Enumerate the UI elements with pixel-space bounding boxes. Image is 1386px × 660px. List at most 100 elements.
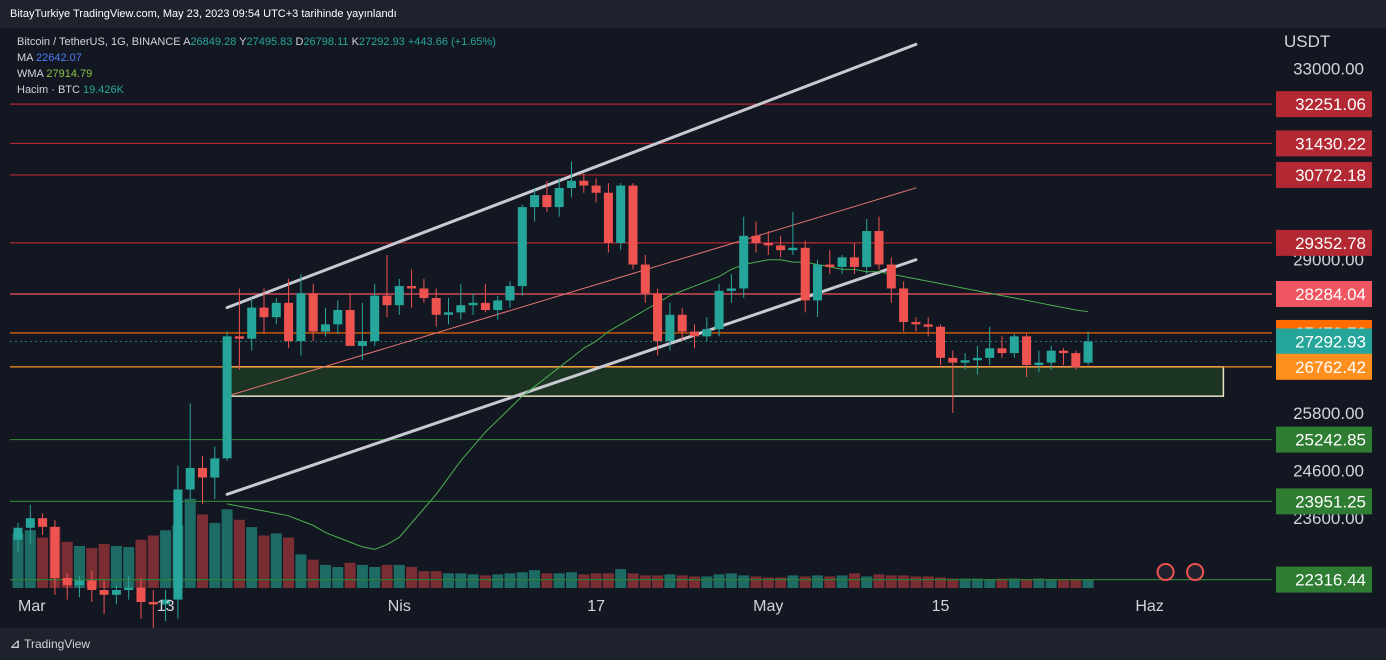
low-value: 26798.11 (303, 36, 349, 48)
chart-area[interactable]: 33000.00 29000.00 25800.00 24600.00 23600.00… (0, 28, 1386, 629)
candle-body (1083, 341, 1093, 363)
legend-wma-row[interactable]: WMA 27914.79 (17, 66, 496, 82)
volume-bar (627, 573, 639, 588)
volume-bar (37, 537, 49, 588)
price-level-label: 25242.85 (1295, 431, 1366, 450)
price-level-label: 32251.06 (1295, 95, 1366, 114)
candle-body (960, 360, 970, 363)
candle-body (87, 580, 97, 590)
volume-bar (455, 573, 467, 588)
ma-label: MA (17, 52, 33, 64)
volume-bar (332, 567, 344, 588)
price-level-label: 28284.04 (1295, 285, 1366, 304)
candle-body (899, 288, 909, 322)
candle-body (468, 302, 478, 306)
candle-body (530, 195, 540, 208)
candle-body (911, 321, 921, 325)
candle-body (763, 242, 773, 246)
volume-bar (110, 546, 122, 588)
candle-body (259, 307, 269, 318)
volume-bar (971, 578, 983, 588)
volume-bar (578, 574, 590, 588)
candle-body (148, 601, 158, 605)
candle-body (321, 324, 330, 332)
volume-bar (258, 535, 270, 588)
volume-bar (221, 509, 233, 588)
candle-body (690, 331, 699, 337)
candle-body (25, 518, 35, 528)
candle-body (1034, 362, 1044, 366)
volume-bar (664, 574, 676, 588)
candle-body (936, 326, 945, 358)
symbol-name[interactable]: Bitcoin / TetherUS, 1G, BINANCE (17, 36, 181, 48)
volume-bar (246, 527, 258, 588)
candle-body (665, 314, 675, 342)
candle-body (493, 300, 503, 310)
candle-body (345, 310, 355, 346)
volume-bar (762, 577, 774, 588)
candle-body (616, 185, 626, 243)
candle-body (653, 293, 663, 342)
candle-body (849, 257, 859, 267)
candle-body (394, 286, 404, 306)
candle-body (234, 336, 244, 339)
volume-bar (295, 554, 307, 588)
price-level-badge (1276, 353, 1372, 380)
volume-bar (270, 533, 282, 588)
candle-body (1059, 350, 1068, 354)
time-axis-label: Mar (18, 598, 46, 615)
volume-bar (689, 576, 700, 588)
candle-body (714, 290, 724, 330)
volume-bar (898, 575, 910, 588)
candle-body (800, 247, 810, 301)
volume-bar (1070, 579, 1082, 588)
volume-bar (369, 567, 381, 588)
tradingview-logo[interactable]: ⊿ TradingView (10, 637, 90, 651)
footer-bar: ⊿ TradingView (0, 628, 1386, 660)
volume-bar (209, 522, 221, 588)
volume-bar (1008, 578, 1020, 588)
publish-bar: BitayTurkiye TradingView.com, May 23, 20… (0, 0, 1386, 28)
volume-bar (713, 574, 725, 588)
high-label: Y (239, 36, 247, 48)
close-value: 27292.93 (358, 36, 405, 48)
legend-volume-row[interactable]: Hacim · BTC 19.426K (17, 82, 496, 98)
volume-bar (86, 548, 98, 588)
support-zone-box (226, 366, 1225, 397)
candle-body (677, 314, 687, 332)
candle-body (271, 302, 281, 318)
volume-bar (12, 533, 24, 588)
candle-body (480, 302, 490, 310)
ma-value: 22642.07 (35, 52, 82, 64)
candle-body (788, 247, 798, 251)
price-level-badge (1276, 566, 1372, 593)
volume-bar (184, 498, 196, 588)
volume-bar (492, 574, 504, 588)
volume-bar (996, 578, 1008, 588)
volume-bar (344, 562, 356, 588)
time-axis-label: 17 (587, 598, 605, 615)
volume-bar (197, 514, 208, 588)
legend-ma-row[interactable]: MA 22642.07 (17, 50, 496, 66)
volume-bar (233, 519, 245, 588)
candle-body (874, 231, 884, 265)
candle-body (862, 231, 872, 267)
candle-body (628, 185, 638, 265)
volume-bar (984, 579, 996, 588)
candle-body (38, 518, 48, 527)
price-chart[interactable]: 33000.0029000.0025800.0024600.0023600.00… (0, 28, 1386, 629)
volume-bar (61, 541, 73, 588)
candle-body (382, 295, 392, 306)
volume-bar (750, 576, 762, 588)
legend-ohlc-row: Bitcoin / TetherUS, 1G, BINANCE A26849.2… (17, 34, 496, 50)
volume-bar (935, 577, 946, 588)
price-level-label: 23951.25 (1295, 492, 1366, 511)
time-axis-label: May (753, 598, 783, 615)
volume-bar (590, 573, 602, 588)
candle-body (751, 235, 761, 243)
candle-body (198, 467, 207, 478)
candle-body (640, 264, 650, 294)
candle-body (739, 235, 749, 289)
candle-body (567, 180, 576, 188)
event-flag-icon (1156, 563, 1175, 581)
